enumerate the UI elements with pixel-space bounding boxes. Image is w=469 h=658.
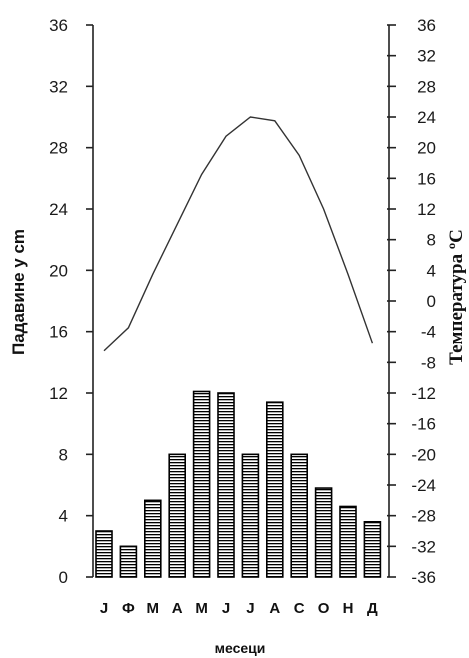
right-tick-label: -4 [421,323,436,342]
right-tick-label: -16 [411,415,436,434]
right-tick-label: -36 [411,568,436,587]
right-tick-label: 16 [417,169,436,188]
month-label: J [100,600,108,617]
precipitation-bar [339,505,357,578]
y-axis-right-title: Температура ºC [446,229,467,365]
left-tick-label: 8 [59,445,68,464]
left-tick-label: 20 [49,261,68,280]
right-tick-label: -28 [411,507,436,526]
month-label: M [195,600,208,617]
month-label: H [343,600,354,617]
right-tick-label: -20 [411,445,436,464]
precipitation-bar [290,453,309,578]
precipitation-bar [192,390,211,578]
right-axis: -36 -32 -28 -24 -20 -16 -12 -8 -4 0 4 8 12 16 20 24 28 32… [387,16,436,587]
right-tick-label: 24 [417,108,436,127]
left-tick-label: 12 [49,384,68,403]
right-tick-label: 4 [427,261,436,280]
month-label: A [172,600,183,617]
right-tick-label: 28 [417,77,436,96]
left-tick-label: 28 [49,139,68,158]
precipitation-bar [265,401,284,578]
precipitation-bar [119,545,138,578]
right-tick-label: -32 [411,537,436,556]
right-tick-label: 0 [427,292,436,311]
precipitation-bar [144,499,162,578]
y-axis-left-title: Падавине у cm [9,229,28,355]
x-axis-title: месеци [215,640,266,656]
right-tick-label: 32 [417,47,436,66]
left-tick-label: 4 [59,507,68,526]
precipitation-bar [241,453,260,578]
month-label: O [318,600,330,617]
precipitation-bar [168,453,186,578]
left-tick-label: 36 [49,16,68,35]
left-tick-label: 32 [49,77,68,96]
right-tick-label: -12 [411,384,436,403]
left-tick-label: 16 [49,323,68,342]
right-tick-label: 8 [427,231,436,250]
temperature-line [103,116,374,352]
right-tick-label: 20 [417,139,436,158]
month-label: Ф [122,600,135,617]
right-tick-label: 12 [417,200,436,219]
right-tick-label: -8 [421,353,436,372]
temperature-line-group [103,116,374,352]
right-tick-label: -24 [411,476,436,495]
left-axis: 0 4 8 12 16 20 24 28 32 36 [49,16,94,587]
precipitation-bar [217,392,235,578]
precipitation-bar [363,520,382,578]
month-label: M [147,600,160,617]
precipitation-bars [95,390,382,578]
month-label: J [222,600,230,617]
month-label: A [269,600,280,617]
month-label: J [246,600,254,617]
left-tick-label: 0 [59,568,68,587]
precipitation-bar [95,530,113,578]
month-label: C [294,600,305,617]
precipitation-bar [314,487,333,578]
month-label: Д [367,600,378,617]
right-tick-label: 36 [417,16,436,35]
left-tick-label: 24 [49,200,68,219]
